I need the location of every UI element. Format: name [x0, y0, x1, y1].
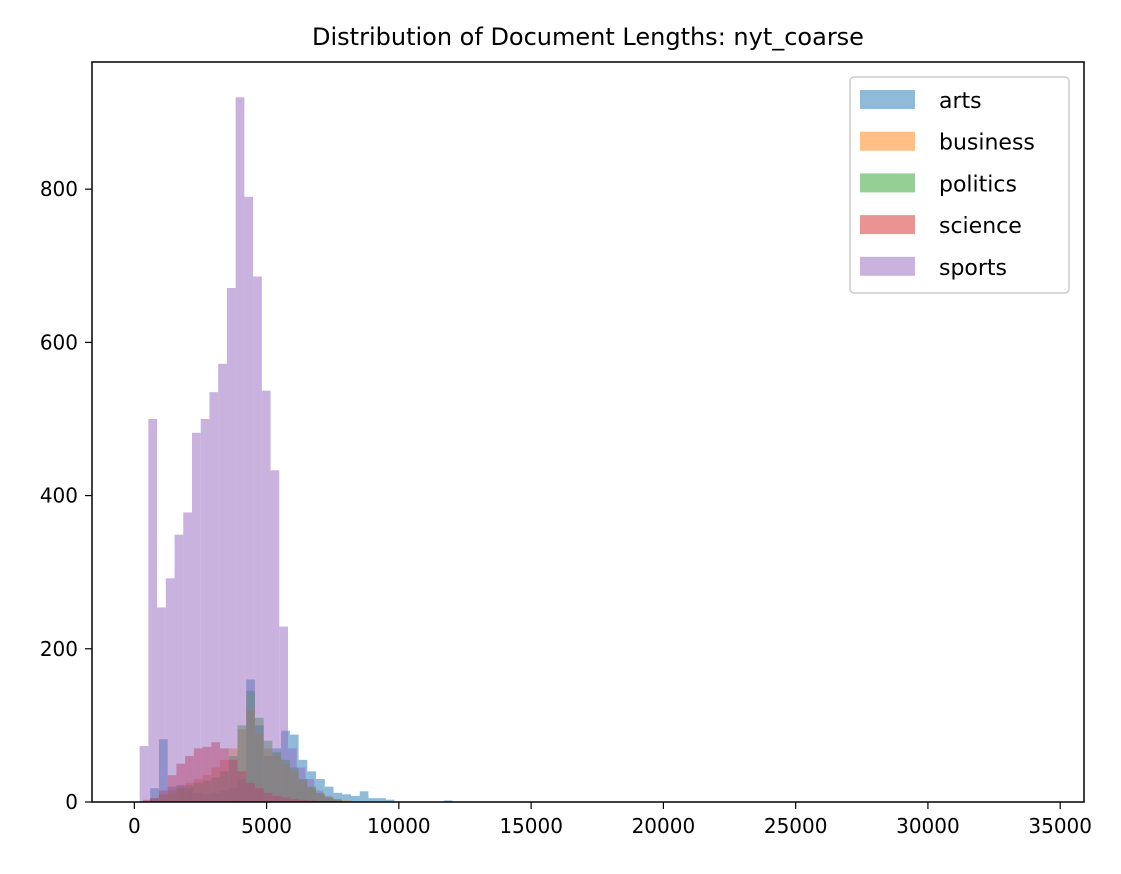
x-tick-label: 0	[128, 814, 141, 838]
bar-sports-13	[253, 276, 262, 802]
y-tick-label: 0	[65, 790, 78, 814]
legend-label-business: business	[939, 131, 1035, 156]
y-tick-label: 600	[40, 330, 78, 354]
bar-sports-17	[288, 748, 297, 802]
x-tick-label: 10000	[367, 814, 431, 838]
bar-arts-27	[385, 799, 395, 802]
x-tick-label: 35000	[1028, 814, 1092, 838]
bar-sports-0	[139, 746, 149, 802]
bar-sports-10	[226, 287, 236, 803]
bar-sports-3	[165, 578, 175, 802]
legend-swatch-business	[860, 131, 915, 151]
y-tick-label: 800	[40, 177, 78, 201]
legend-label-arts: arts	[939, 89, 982, 114]
y-tick-label: 400	[40, 484, 78, 508]
bar-arts-22	[342, 794, 351, 802]
bar-arts-20	[324, 786, 334, 802]
legend-label-sports: sports	[939, 256, 1007, 281]
legend: arts business politics science sports	[849, 76, 1070, 294]
bar-sports-5	[183, 512, 192, 802]
legend-frame	[849, 76, 1070, 294]
x-tick-label: 30000	[896, 814, 960, 838]
bar-arts-25	[368, 798, 378, 802]
bar-sports-20	[314, 790, 323, 802]
bar-sports-4	[174, 534, 184, 802]
bar-arts-24	[359, 791, 369, 802]
x-tick-label: 25000	[764, 814, 828, 838]
x-tick-label: 5000	[241, 814, 292, 838]
legend-swatch-arts	[860, 90, 915, 109]
bar-sports-22	[331, 798, 341, 802]
legend-swatch-science	[860, 215, 915, 235]
bar-sports-15	[270, 470, 280, 802]
x-tick-label: 15000	[499, 814, 563, 838]
bar-sports-21	[322, 795, 332, 802]
bar-sports-7	[200, 418, 210, 802]
bar-sports-16	[279, 626, 289, 802]
bar-sports-2	[157, 607, 166, 802]
bar-sports-11	[235, 97, 245, 802]
legend-label-science: science	[939, 214, 1022, 239]
legend-swatch-politics	[860, 173, 915, 193]
bar-arts-23	[350, 795, 360, 802]
plot-frame	[91, 61, 1085, 803]
bar-business-22	[342, 800, 351, 802]
bar-sports-14	[261, 390, 271, 802]
y-tick-label: 200	[40, 637, 78, 661]
legend-swatch-sports	[860, 256, 915, 276]
bar-sports-6	[191, 432, 201, 802]
bar-sports-19	[305, 779, 315, 802]
bar-sports-18	[296, 767, 306, 802]
bar-arts-21	[333, 792, 343, 802]
legend-label-politics: politics	[939, 172, 1017, 197]
bar-arts-19	[316, 779, 325, 802]
x-tick-label: 20000	[632, 814, 696, 838]
bar-sports-1	[148, 418, 158, 802]
chart-title: Distribution of Document Lengths: nyt_co…	[312, 23, 864, 51]
bar-arts-28	[443, 800, 453, 802]
bar-sports-9	[218, 363, 227, 802]
bar-sports-12	[244, 196, 254, 802]
bar-sports-8	[209, 392, 219, 802]
bar-arts-26	[377, 798, 386, 802]
